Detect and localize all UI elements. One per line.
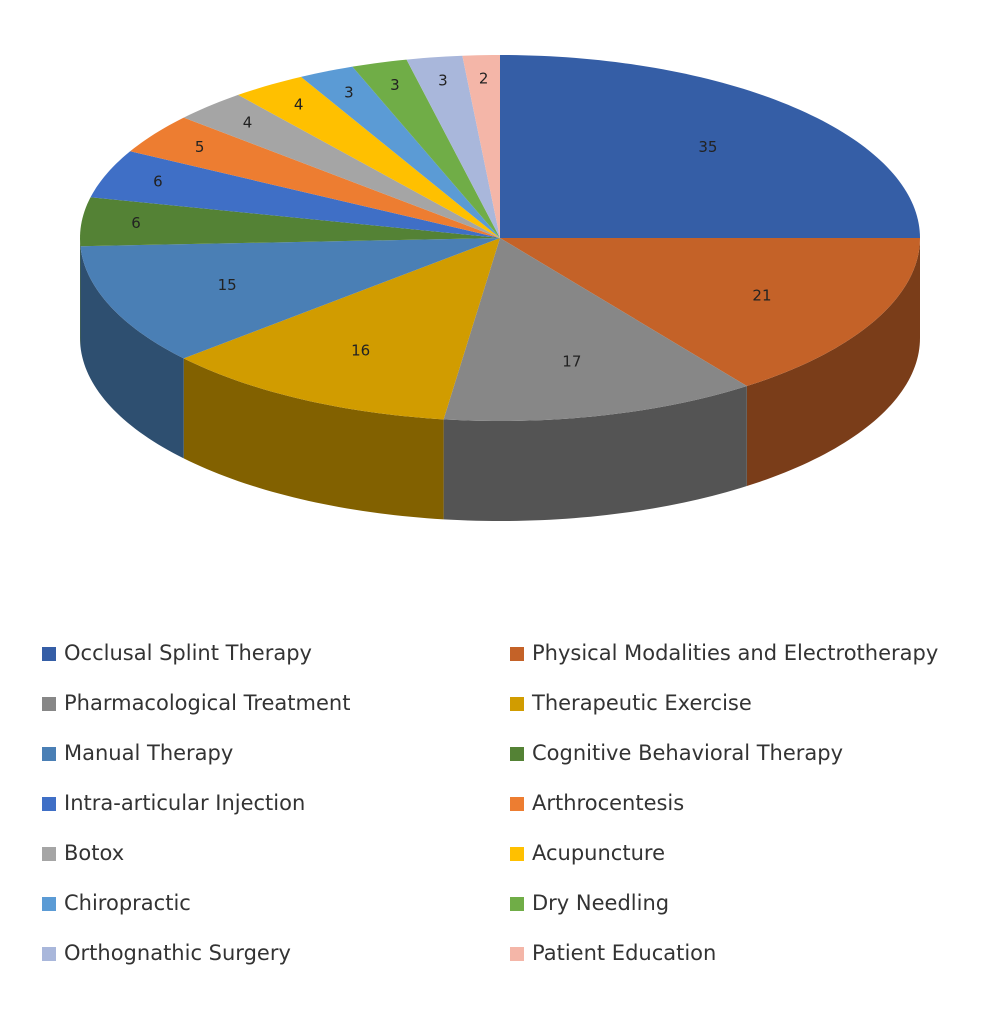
- legend-swatch: [510, 697, 524, 711]
- legend-label: Orthognathic Surgery: [64, 941, 291, 965]
- slice: [90, 151, 500, 238]
- legend-swatch: [42, 647, 56, 661]
- legend-label: Intra-articular Injection: [64, 791, 305, 815]
- legend-label: Physical Modalities and Electrotherapy: [532, 641, 938, 665]
- slice-side: [183, 358, 444, 520]
- slice: [183, 94, 500, 238]
- legend-swatch: [510, 747, 524, 761]
- legend-swatch: [510, 847, 524, 861]
- data-label: 35: [698, 138, 717, 156]
- legend-swatch: [42, 747, 56, 761]
- legend-swatch: [510, 647, 524, 661]
- data-label: 5: [195, 138, 205, 156]
- slice: [130, 117, 500, 238]
- legend-swatch: [42, 797, 56, 811]
- data-label: 2: [479, 69, 489, 87]
- legend-label: Pharmacological Treatment: [64, 691, 350, 715]
- data-label: 15: [218, 276, 237, 294]
- data-label: 16: [351, 341, 370, 359]
- legend-label: Dry Needling: [532, 891, 669, 915]
- legend-swatch: [510, 947, 524, 961]
- data-label: 3: [438, 71, 448, 89]
- data-label: 6: [131, 214, 141, 232]
- slice: [352, 59, 500, 239]
- legend-label: Cognitive Behavioral Therapy: [532, 741, 843, 765]
- slice-side: [746, 238, 920, 487]
- legend-swatch: [42, 697, 56, 711]
- legend-label: Chiropractic: [64, 891, 191, 915]
- data-label: 4: [243, 113, 253, 131]
- legend-swatch: [510, 797, 524, 811]
- slice: [80, 197, 500, 247]
- slice: [443, 238, 747, 421]
- slice: [406, 55, 500, 238]
- legend-swatch: [42, 847, 56, 861]
- data-label: 21: [752, 287, 771, 305]
- slice: [462, 55, 500, 238]
- slice: [300, 66, 500, 238]
- legend-label: Patient Education: [532, 941, 716, 965]
- slice: [238, 76, 500, 238]
- data-label: 3: [390, 76, 400, 94]
- legend-swatch: [42, 897, 56, 911]
- slice: [500, 55, 920, 238]
- legend-label: Occlusal Splint Therapy: [64, 641, 312, 665]
- slice-side: [443, 386, 747, 521]
- legend-swatch: [42, 947, 56, 961]
- slice: [80, 238, 501, 359]
- slice: [183, 238, 500, 420]
- legend-label: Botox: [64, 841, 124, 865]
- data-label: 3: [344, 84, 354, 102]
- legend-label: Therapeutic Exercise: [531, 691, 752, 715]
- legend-label: Manual Therapy: [64, 741, 233, 765]
- legend-swatch: [510, 897, 524, 911]
- legend-label: Arthrocentesis: [532, 791, 684, 815]
- data-label: 17: [562, 353, 581, 371]
- legend-label: Acupuncture: [532, 841, 665, 865]
- slice: [500, 238, 920, 387]
- data-label: 6: [153, 173, 163, 191]
- slice-side: [80, 246, 184, 459]
- data-label: 4: [294, 96, 304, 114]
